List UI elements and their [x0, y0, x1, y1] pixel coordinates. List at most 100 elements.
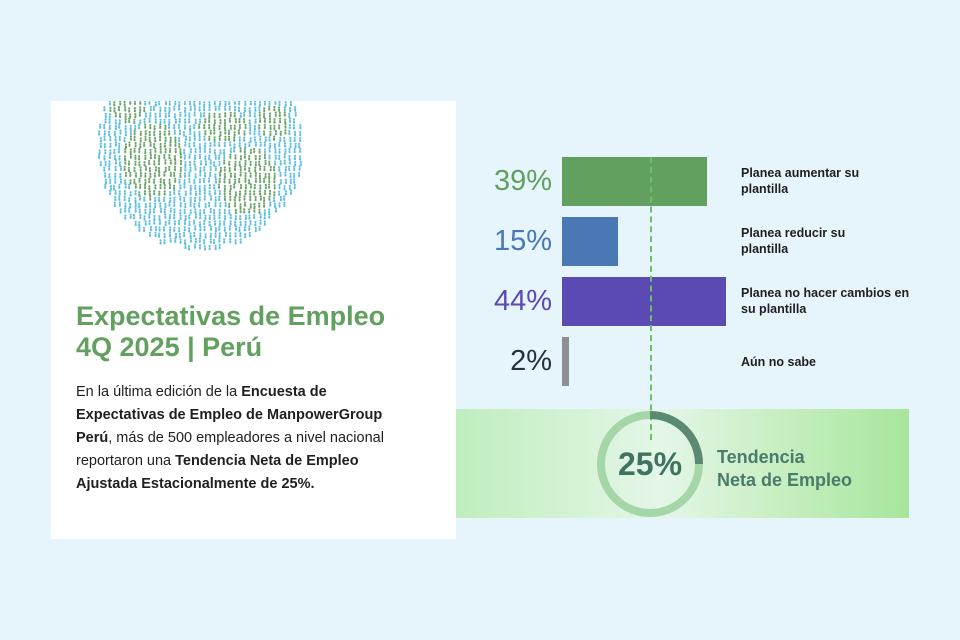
person-dot-body	[194, 107, 196, 111]
person-dot-body	[115, 143, 117, 147]
person-dot-head	[264, 183, 267, 187]
person-dot-body	[279, 120, 282, 123]
person-dot-head	[229, 214, 232, 217]
person-dot-head	[163, 171, 166, 174]
person-dot-body	[154, 199, 157, 203]
person-dot-head	[228, 160, 231, 163]
person-dot-body	[264, 150, 267, 154]
person-dot-head	[103, 135, 106, 138]
person-dot-body	[128, 209, 131, 213]
person-dot-body	[129, 174, 132, 177]
person-dot-body	[99, 125, 102, 129]
person-dot-body	[279, 138, 282, 142]
person-dot-head	[223, 141, 226, 144]
person-dot-head	[208, 112, 211, 115]
person-dot-head	[284, 171, 287, 174]
person-dot-head	[203, 112, 206, 115]
person-dot-body	[224, 131, 227, 135]
person-dot-body	[119, 210, 122, 214]
person-dot-head	[233, 136, 236, 139]
person-dot-body	[104, 151, 107, 155]
person-dot-head	[203, 189, 206, 192]
person-dot-head	[263, 101, 266, 103]
person-dot-head	[208, 117, 211, 120]
person-dot-head	[129, 101, 132, 102]
person-dot-head	[268, 117, 272, 121]
person-dot-body	[293, 120, 295, 124]
person-dot-body	[183, 199, 186, 202]
person-dot-body	[199, 114, 202, 118]
person-dot-body	[263, 216, 266, 220]
person-dot-head	[169, 197, 172, 200]
person-dot-head	[132, 213, 136, 217]
person-dot-body	[129, 137, 132, 141]
person-dot-body	[128, 120, 131, 123]
person-dot-body	[174, 138, 177, 142]
person-dot-body	[204, 162, 207, 166]
person-dot-body	[158, 228, 161, 232]
person-dot-head	[203, 209, 206, 212]
person-dot-head	[194, 208, 197, 211]
person-dot-head	[128, 107, 131, 110]
person-dot-head	[254, 171, 257, 174]
person-dot-head	[173, 165, 177, 168]
person-dot-head	[254, 226, 257, 230]
person-dot-head	[244, 233, 247, 236]
person-dot-head	[184, 161, 187, 164]
person-dot-head	[123, 190, 126, 193]
person-dot-head	[104, 172, 107, 175]
person-dot-head	[119, 129, 122, 132]
person-dot-head	[203, 147, 206, 150]
person-dot-body	[153, 174, 156, 178]
person-dot-body	[178, 180, 181, 184]
person-dot-head	[182, 131, 186, 134]
person-dot-body	[188, 114, 191, 118]
person-dot-body	[139, 145, 142, 149]
person-dot-head	[238, 190, 242, 193]
person-dot-body	[209, 150, 211, 154]
person-dot-body	[269, 168, 272, 172]
person-dot-head	[178, 142, 181, 146]
person-dot-head	[183, 239, 186, 242]
person-dot-body	[184, 246, 187, 249]
person-dot-head	[148, 213, 151, 216]
person-dot-body	[268, 210, 271, 214]
person-dot-head	[234, 118, 237, 121]
person-dot-head	[278, 124, 281, 127]
person-dot-body	[248, 210, 251, 214]
person-dot-head	[237, 106, 241, 109]
person-dot-head	[144, 148, 147, 151]
person-dot-head	[249, 129, 252, 132]
person-dot-head	[202, 177, 206, 180]
person-dot-head	[219, 131, 222, 134]
person-dot-body	[249, 192, 252, 196]
person-dot-head	[258, 202, 261, 205]
person-dot-body	[278, 192, 281, 196]
person-dot-body	[129, 132, 132, 136]
person-dot-body	[273, 145, 276, 149]
person-dot-head	[288, 130, 291, 133]
person-dot-head	[163, 142, 166, 145]
person-dot-head	[209, 238, 212, 241]
person-dot-body	[178, 229, 181, 233]
person-dot-body	[103, 138, 106, 141]
person-dot-body	[198, 125, 201, 129]
person-dot-head	[273, 177, 276, 181]
person-dot-head	[154, 101, 157, 104]
description-text: En la última edición de la Encuesta de E…	[76, 381, 406, 496]
person-dot-body	[214, 234, 217, 238]
person-dot-head	[279, 130, 282, 133]
person-dot-head	[118, 195, 121, 198]
person-dot-body	[233, 149, 236, 153]
person-dot-head	[239, 215, 242, 218]
person-dot-head	[124, 214, 127, 217]
person-dot-body	[239, 157, 242, 161]
person-dot-body	[233, 133, 236, 137]
person-dot-head	[114, 196, 117, 199]
bar	[562, 337, 570, 386]
person-dot-head	[208, 244, 211, 248]
person-dot-body	[208, 186, 211, 190]
person-dot-body	[218, 115, 221, 119]
person-dot-head	[164, 112, 167, 115]
person-dot-body	[98, 156, 101, 159]
